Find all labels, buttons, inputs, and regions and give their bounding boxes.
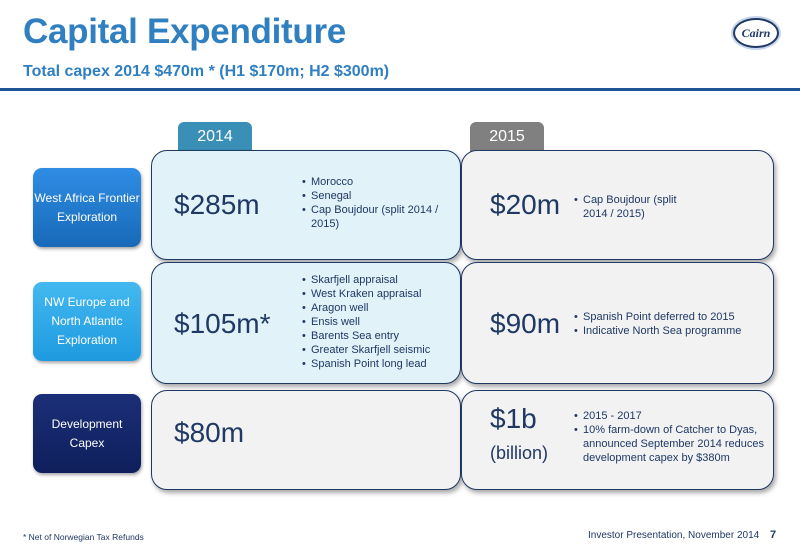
amount-2015-development-note: (billion) — [490, 443, 549, 463]
panel-2015-development: $1b (billion) 2015 - 2017 10% farm-down … — [461, 390, 774, 490]
amount-2015-nw-europe: $90m — [490, 308, 561, 339]
bullets-2014-west-africa: Morocco Senegal Cap Boujdour (split 2014… — [302, 175, 452, 231]
list-item: 10% farm-down of Catcher to Dyas, announ… — [574, 423, 769, 465]
bullets-2015-nw-europe: Spanish Point deferred to 2015 Indicativ… — [574, 310, 764, 338]
amount-2014-development: $80m — [174, 417, 245, 448]
category-west-africa: West Africa Frontier Exploration — [33, 168, 141, 247]
footnote: * Net of Norwegian Tax Refunds — [23, 532, 144, 542]
category-development: Development Capex — [33, 394, 141, 473]
tab-2014: 2014 — [178, 122, 252, 152]
list-item: Skarfjell appraisal — [302, 273, 457, 287]
list-item: West Kraken appraisal — [302, 287, 457, 301]
tab-2015: 2015 — [470, 122, 544, 152]
list-item: 2015 - 2017 — [574, 409, 769, 423]
bullets-2014-nw-europe: Skarfjell appraisal West Kraken appraisa… — [302, 273, 457, 371]
title-rule — [0, 88, 800, 91]
page-subtitle: Total capex 2014 $470m * (H1 $170m; H2 $… — [23, 63, 390, 80]
panel-2014-nw-europe: $105m* Skarfjell appraisal West Kraken a… — [151, 262, 461, 384]
list-item: Cap Boujdour (split 2014 / 2015) — [574, 193, 694, 221]
list-item: Morocco — [302, 175, 452, 189]
list-item: Spanish Point long lead — [302, 357, 457, 371]
page-number: 7 — [770, 529, 777, 541]
bullets-2015-west-africa: Cap Boujdour (split 2014 / 2015) — [574, 193, 694, 221]
panel-2015-nw-europe: $90m Spanish Point deferred to 2015 Indi… — [461, 262, 774, 384]
list-item: Senegal — [302, 189, 452, 203]
presentation-label: Investor Presentation, November 2014 — [588, 530, 760, 541]
list-item: Spanish Point deferred to 2015 — [574, 310, 764, 324]
list-item: Greater Skarfjell seismic — [302, 343, 457, 357]
list-item: Aragon well — [302, 301, 457, 315]
category-nw-europe: NW Europe and North Atlantic Exploration — [33, 282, 141, 361]
list-item: Cap Boujdour (split 2014 / 2015) — [302, 203, 452, 231]
list-item: Ensis well — [302, 315, 457, 329]
panel-2014-development: $80m — [151, 390, 461, 490]
page-title: Capital Expenditure — [23, 12, 346, 51]
panel-2014-west-africa: $285m Morocco Senegal Cap Boujdour (spli… — [151, 150, 461, 260]
amount-2014-west-africa: $285m — [174, 189, 260, 220]
bullets-2015-development: 2015 - 2017 10% farm-down of Catcher to … — [574, 409, 769, 465]
amount-2015-development: $1b — [490, 403, 537, 434]
list-item: Barents Sea entry — [302, 329, 457, 343]
company-logo: Cairn — [733, 18, 779, 48]
panel-2015-west-africa: $20m Cap Boujdour (split 2014 / 2015) — [461, 150, 774, 260]
amount-2015-west-africa: $20m — [490, 189, 561, 220]
list-item: Indicative North Sea programme — [574, 324, 764, 338]
amount-2014-nw-europe: $105m* — [174, 308, 271, 339]
logo-text: Cairn — [741, 25, 771, 40]
